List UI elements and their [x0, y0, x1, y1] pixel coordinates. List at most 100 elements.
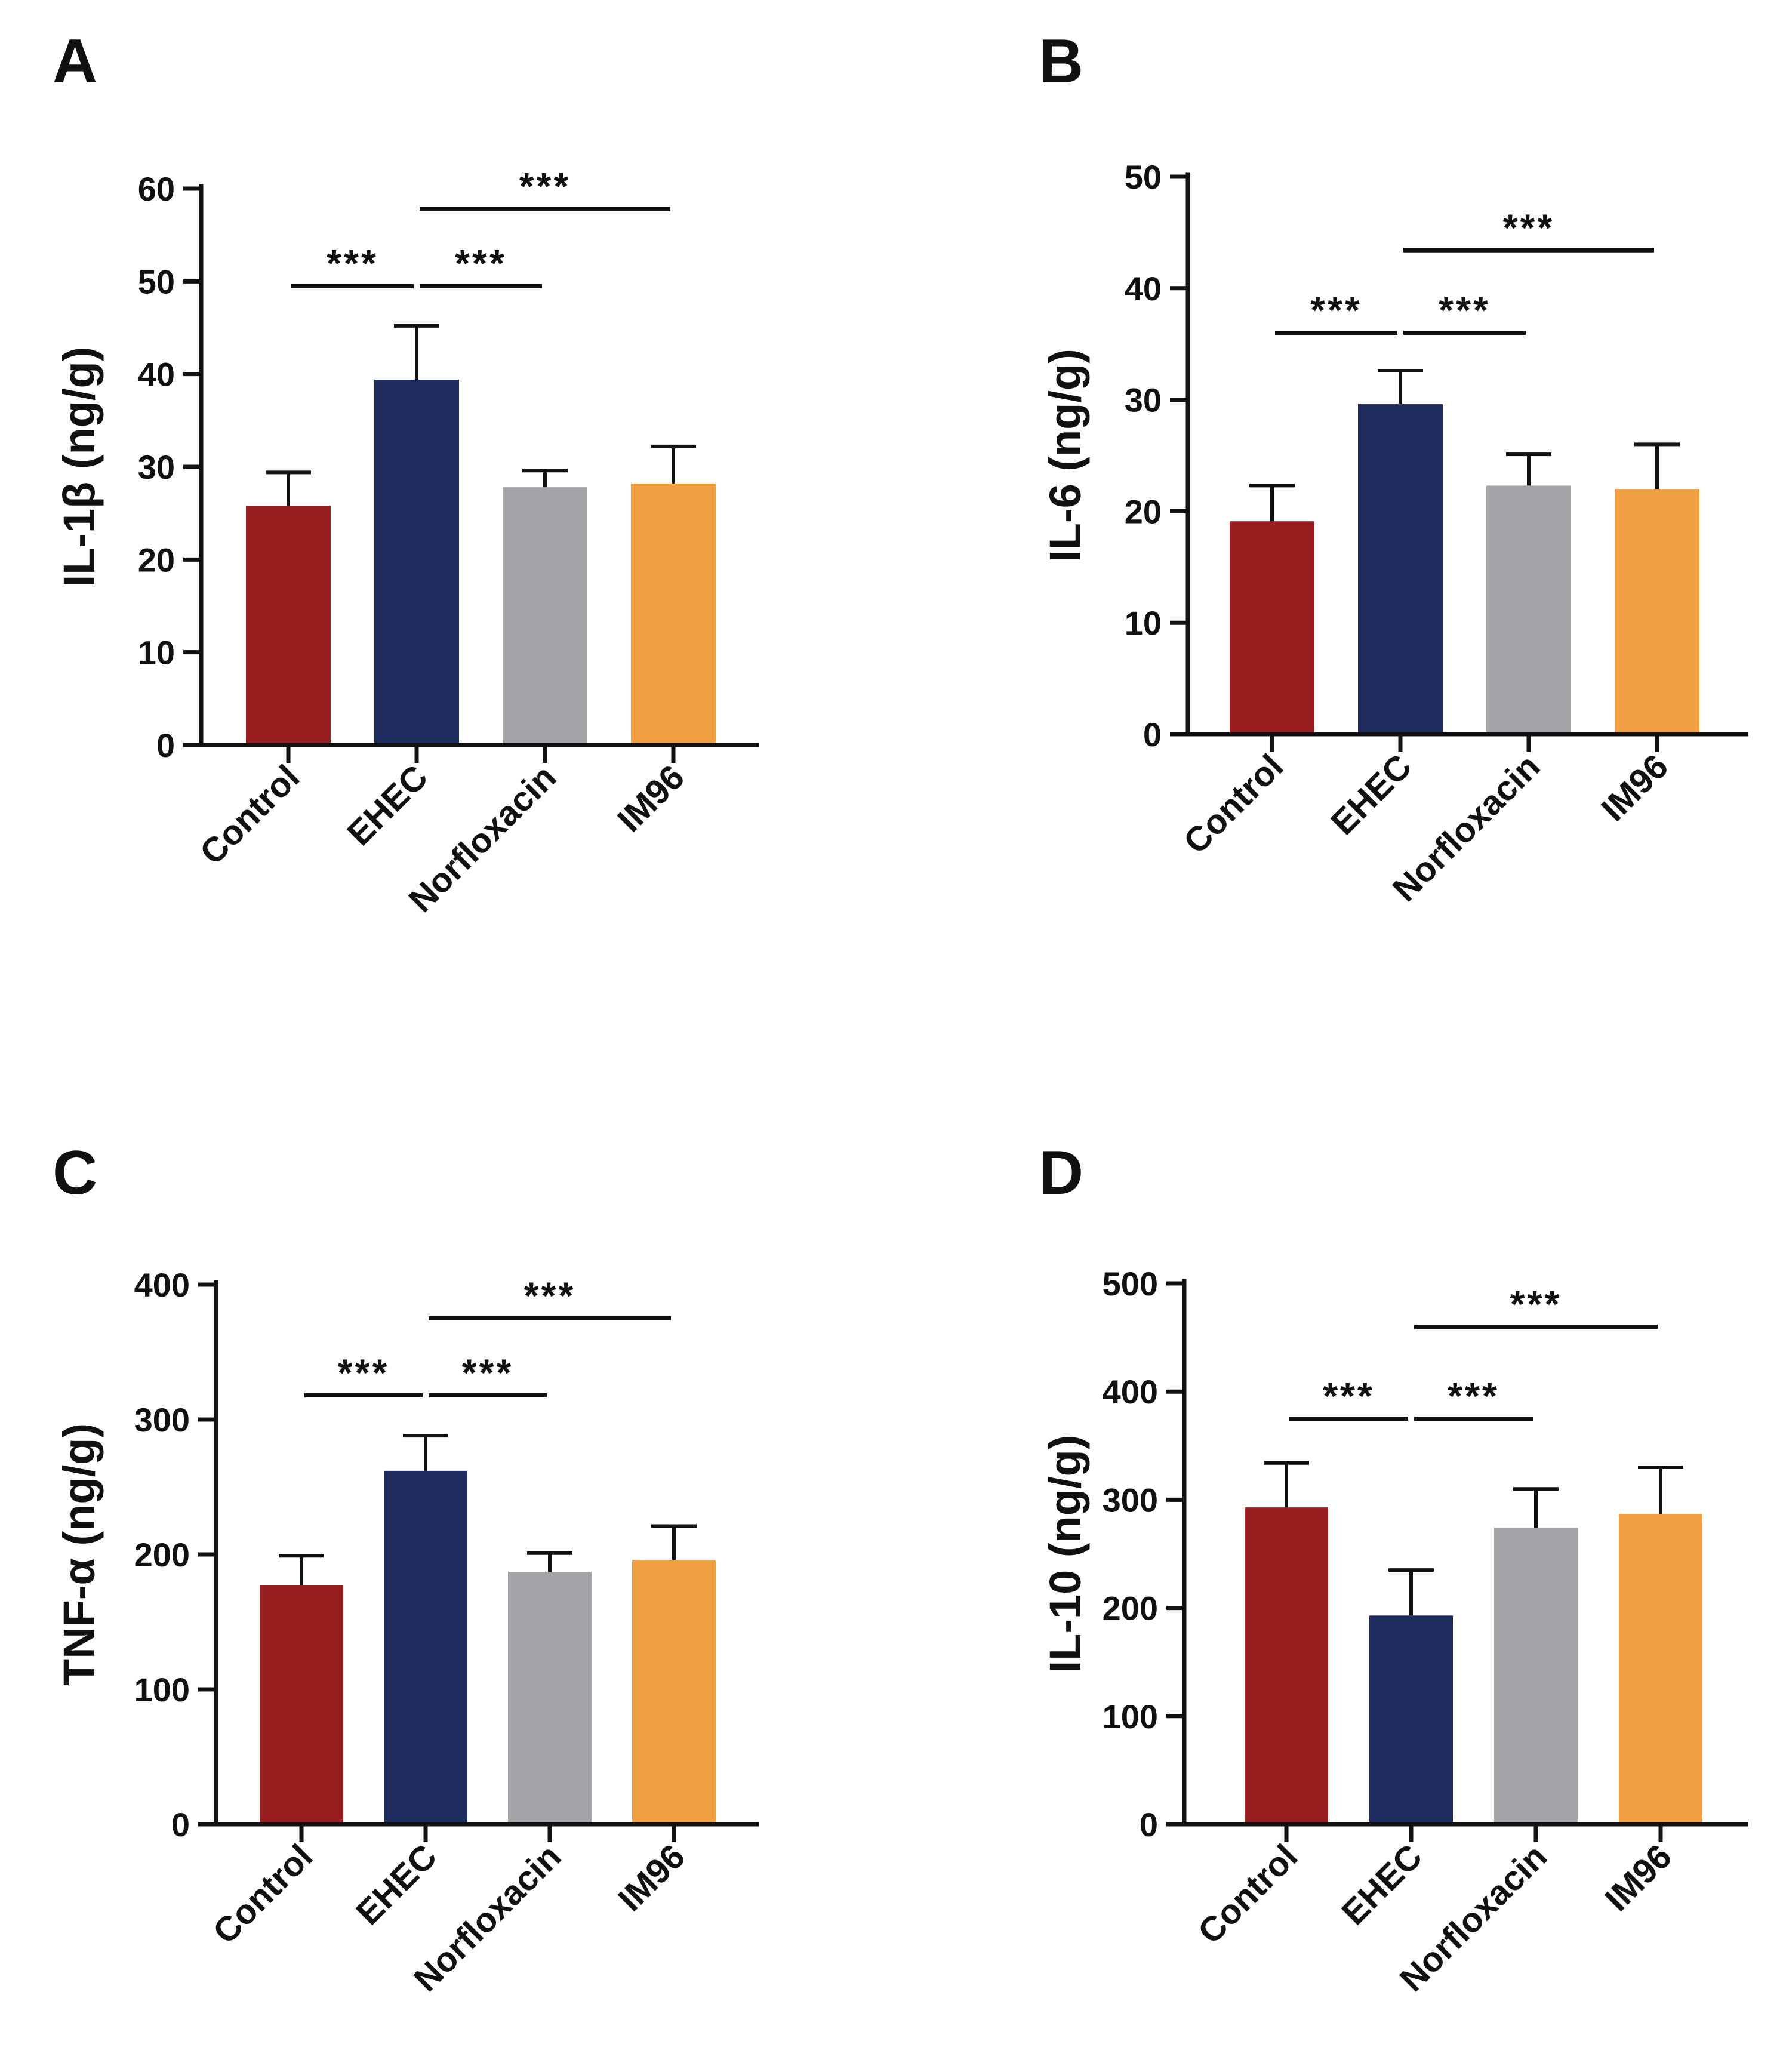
significance-label-b-0: *** [1310, 289, 1362, 332]
significance-c-0: *** [304, 1351, 423, 1397]
significance-d-1: *** [1414, 1375, 1533, 1421]
significance-a-2: *** [420, 165, 670, 211]
ytick-label-c-2: 200 [134, 1536, 190, 1574]
xtick-label-b-ehec: EHEC [1323, 747, 1419, 842]
significance-label-b-1: *** [1439, 289, 1491, 332]
bar-c-ehec [384, 1470, 467, 1824]
significance-label-c-0: *** [338, 1351, 390, 1394]
xtick-label-c-im96: IM96 [611, 1837, 692, 1919]
error-bar-b-control [1249, 484, 1295, 522]
ytick-label-c-3: 300 [134, 1401, 190, 1439]
ytick-label-b-5: 50 [1125, 158, 1162, 196]
bar-b-im96 [1615, 489, 1699, 734]
significance-b-0: *** [1275, 289, 1397, 335]
ytick-label-d-2: 200 [1103, 1590, 1158, 1627]
bar-d-norfloxacin [1494, 1528, 1578, 1824]
ytick-label-d-1: 100 [1103, 1698, 1158, 1735]
panel-label-c: C [53, 1138, 97, 1208]
panel-label-b: B [1039, 27, 1083, 96]
error-bar-d-control [1264, 1461, 1309, 1508]
xtick-label-d-control: Control [1190, 1837, 1305, 1951]
bar-d-ehec [1369, 1615, 1453, 1824]
ytick-label-a-5: 50 [138, 263, 175, 300]
significance-c-1: *** [429, 1351, 547, 1397]
xtick-label-c-control: Control [205, 1837, 320, 1951]
y-axis-title-d: IL-10 (ng/g) [1040, 1435, 1090, 1673]
significance-a-0: *** [291, 242, 414, 288]
significance-a-1: *** [420, 242, 542, 288]
significance-label-d-2: *** [1510, 1282, 1562, 1325]
error-bar-d-norfloxacin [1513, 1487, 1559, 1528]
xtick-label-a-control: Control [192, 758, 307, 872]
significance-d-0: *** [1289, 1375, 1408, 1421]
error-bar-d-im96 [1638, 1466, 1683, 1514]
significance-d-2: *** [1414, 1282, 1658, 1329]
xtick-label-b-control: Control [1176, 747, 1291, 861]
significance-label-a-2: *** [519, 165, 571, 208]
bar-d-im96 [1619, 1513, 1702, 1824]
ytick-label-b-0: 0 [1143, 716, 1162, 753]
significance-c-2: *** [429, 1274, 671, 1320]
ytick-label-a-3: 30 [138, 448, 175, 486]
error-bar-a-norfloxacin [522, 469, 568, 488]
error-bar-c-im96 [651, 1524, 697, 1560]
xtick-label-d-ehec: EHEC [1334, 1837, 1430, 1932]
significance-b-2: *** [1403, 206, 1654, 253]
ytick-label-b-1: 10 [1125, 604, 1162, 642]
bar-b-norfloxacin [1486, 485, 1571, 734]
ytick-label-b-4: 40 [1125, 270, 1162, 307]
xtick-label-d-im96: IM96 [1597, 1837, 1679, 1919]
ytick-label-c-0: 0 [171, 1806, 190, 1843]
bar-d-control [1245, 1507, 1328, 1824]
xtick-label-a-ehec: EHEC [340, 758, 435, 853]
y-axis-title-a: IL-1β (ng/g) [54, 347, 104, 587]
error-bar-b-ehec [1378, 369, 1423, 405]
ytick-label-d-0: 0 [1140, 1806, 1158, 1843]
bar-c-control [260, 1585, 343, 1824]
error-bar-b-im96 [1634, 442, 1680, 489]
bar-c-im96 [632, 1560, 716, 1824]
bar-a-norfloxacin [503, 487, 587, 745]
xtick-label-a-im96: IM96 [610, 758, 692, 839]
error-bar-a-ehec [394, 324, 439, 380]
panel-label-d: D [1039, 1138, 1083, 1208]
bar-a-control [246, 506, 331, 745]
bar-b-ehec [1358, 404, 1443, 734]
error-bar-c-norfloxacin [527, 1551, 572, 1572]
ytick-label-c-4: 400 [134, 1266, 190, 1304]
significance-b-1: *** [1403, 289, 1526, 335]
error-bar-c-ehec [403, 1434, 448, 1471]
ytick-label-a-1: 10 [138, 634, 175, 672]
y-axis-title-b: IL-6 (ng/g) [1040, 349, 1090, 562]
significance-label-b-2: *** [1503, 206, 1555, 249]
xtick-label-c-ehec: EHEC [349, 1837, 444, 1932]
significance-label-a-1: *** [455, 242, 507, 285]
ytick-label-d-5: 500 [1103, 1265, 1158, 1303]
xtick-label-b-im96: IM96 [1594, 747, 1676, 829]
ytick-label-a-2: 20 [138, 541, 175, 578]
bar-c-norfloxacin [508, 1572, 592, 1824]
ytick-label-a-6: 60 [138, 170, 175, 208]
ytick-label-b-2: 20 [1125, 492, 1162, 530]
ytick-label-b-3: 30 [1125, 381, 1162, 419]
ytick-label-d-3: 300 [1103, 1481, 1158, 1519]
significance-label-c-1: *** [462, 1351, 514, 1394]
error-bar-c-control [279, 1554, 324, 1585]
panel-label-a: A [53, 27, 97, 96]
ytick-label-c-1: 100 [134, 1671, 190, 1708]
significance-label-a-0: *** [327, 242, 378, 285]
significance-label-d-0: *** [1323, 1375, 1375, 1418]
significance-label-d-1: *** [1448, 1375, 1499, 1418]
bar-a-im96 [631, 483, 716, 745]
significance-label-c-2: *** [524, 1274, 576, 1317]
bar-a-ehec [374, 379, 459, 745]
ytick-label-a-4: 40 [138, 356, 175, 393]
ytick-label-a-0: 0 [156, 726, 175, 764]
error-bar-a-im96 [651, 444, 696, 484]
ytick-label-d-4: 400 [1103, 1373, 1158, 1411]
